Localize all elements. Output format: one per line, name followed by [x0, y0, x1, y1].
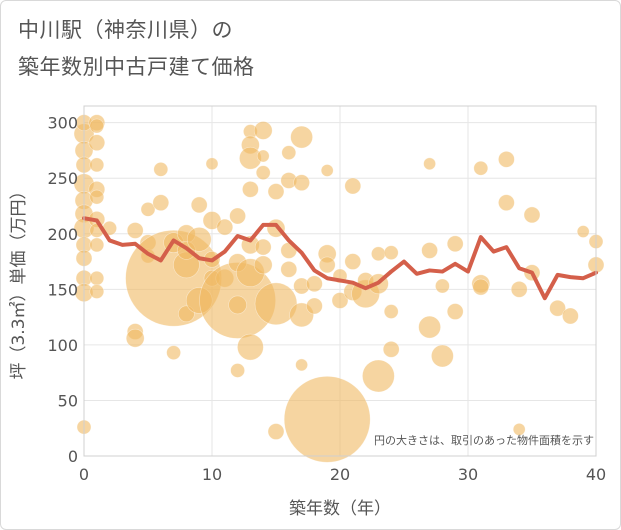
axes: 0 10 20 30 40 0 50 100 150 200 250 300 — [47, 105, 606, 484]
y-tick-label: 150 — [47, 280, 78, 299]
y-tick-label: 200 — [47, 225, 78, 244]
bubble — [418, 315, 441, 339]
bubble — [435, 278, 450, 294]
bubble — [152, 194, 170, 211]
bubble — [498, 194, 515, 211]
bubble — [318, 256, 336, 274]
size-annotation: 円の大きさは、取引のあった物件面積を示す — [374, 433, 594, 447]
bubble — [89, 118, 105, 134]
bubble — [293, 174, 310, 191]
bubble — [331, 292, 349, 309]
chart-title-line-2: 築年数別中古戸建て価格 — [18, 55, 255, 79]
bubble — [126, 222, 144, 239]
bubble — [242, 181, 259, 198]
bubble — [267, 423, 285, 440]
x-tick-label: 40 — [586, 465, 606, 484]
bubble — [89, 284, 105, 299]
bubbles — [73, 114, 605, 463]
bubble — [228, 295, 247, 315]
bubble — [371, 246, 386, 262]
bubble — [89, 189, 105, 205]
bubble — [89, 270, 105, 286]
bubble — [190, 196, 208, 214]
x-tick-label: 20 — [330, 465, 350, 484]
chart-title-line-1: 中川駅（神奈川県）の — [18, 18, 233, 42]
y-tick-label: 250 — [47, 169, 78, 188]
bubble — [216, 218, 234, 236]
bubble — [446, 235, 464, 253]
bubble — [320, 164, 334, 177]
bubble — [88, 134, 106, 151]
y-tick-label: 100 — [47, 336, 78, 355]
bubble — [229, 207, 246, 225]
average-line — [82, 216, 598, 301]
x-tick-label: 30 — [458, 465, 478, 484]
x-tick-label: 10 — [202, 465, 222, 484]
bubble — [383, 304, 399, 319]
bubble — [510, 281, 528, 298]
bubble — [421, 242, 438, 259]
average-price-line — [82, 216, 598, 301]
bubble — [253, 255, 273, 275]
bubble — [290, 125, 313, 149]
bubble — [230, 363, 245, 378]
x-axis-label: 築年数（年） — [289, 499, 391, 519]
bubble — [256, 149, 270, 163]
x-tick-label: 0 — [79, 465, 89, 484]
plot-border — [83, 105, 597, 457]
bubble — [431, 344, 454, 368]
bubble — [306, 297, 323, 315]
bubble — [267, 183, 285, 200]
bubble — [166, 345, 181, 360]
y-axis-label: 坪（3.3㎡）単価（万円） — [9, 182, 29, 379]
bubble — [281, 145, 297, 160]
bubble — [255, 165, 271, 180]
bubble — [576, 225, 590, 238]
y-tick-label: 50 — [58, 391, 78, 410]
bubble — [89, 157, 105, 173]
bubble — [89, 237, 105, 253]
bubble — [344, 177, 362, 195]
bubble — [280, 261, 298, 278]
bubble — [306, 275, 323, 293]
bubble — [472, 278, 490, 296]
bubble — [283, 376, 371, 463]
y-tick-label: 0 — [68, 447, 78, 466]
bubble — [549, 299, 566, 317]
bubble — [382, 341, 400, 358]
bubble — [205, 157, 219, 171]
bubble — [383, 245, 399, 260]
bubble — [140, 202, 156, 217]
bubble — [498, 151, 515, 168]
bubble — [423, 157, 436, 171]
bubble — [344, 253, 362, 270]
bubble — [253, 121, 273, 140]
bubble — [125, 328, 145, 348]
y-tick-label: 300 — [47, 114, 78, 133]
bubble — [254, 238, 272, 256]
bubble — [237, 333, 264, 361]
bubble — [153, 162, 169, 177]
bubble — [512, 423, 526, 436]
bubble — [362, 359, 395, 393]
bubble — [523, 206, 541, 224]
bubble — [562, 307, 579, 325]
bubble — [295, 358, 308, 372]
bubble — [186, 227, 212, 252]
bubble — [446, 303, 464, 320]
bubble — [473, 160, 489, 176]
